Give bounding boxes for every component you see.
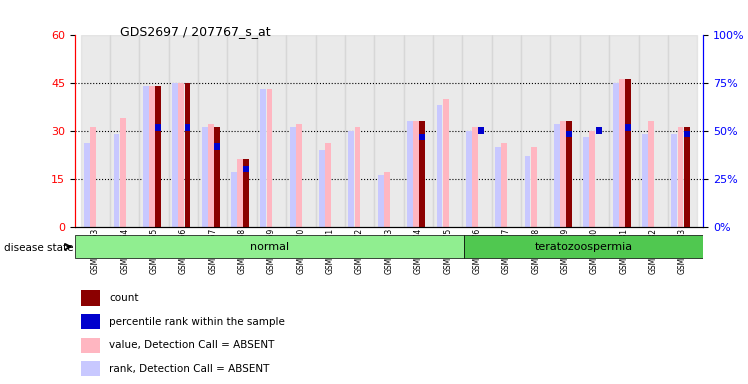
Bar [81,314,100,329]
Bar [345,35,374,227]
Bar [149,86,155,227]
Bar [472,127,478,227]
Bar [185,83,191,227]
Bar [110,35,139,227]
Bar [296,124,301,227]
Bar [384,172,390,227]
Bar [554,124,560,227]
Bar [684,127,690,227]
Bar [420,121,426,227]
Bar [560,121,566,227]
Bar [139,35,169,227]
Bar [81,290,100,306]
Bar [437,105,442,227]
Bar [325,143,331,227]
Bar [625,79,631,227]
Bar [566,131,572,137]
Bar [668,35,697,227]
Bar [243,159,249,227]
Bar [91,127,96,227]
Bar [316,35,345,227]
Bar [156,124,161,131]
Bar [319,150,325,227]
Bar [462,35,491,227]
Bar [81,361,100,376]
Bar [214,143,220,150]
Bar [672,134,677,227]
Bar [231,172,237,227]
Bar [172,83,178,227]
Bar [551,35,580,227]
Bar [81,338,100,353]
Bar [208,124,214,227]
Bar [491,35,521,227]
Bar [443,99,449,227]
FancyBboxPatch shape [75,235,464,258]
Text: teratozoospermia: teratozoospermia [534,242,633,252]
Bar [595,127,601,134]
Bar [81,35,110,227]
Bar [583,137,589,227]
Bar [243,166,249,172]
Bar [521,35,551,227]
Bar [237,159,243,227]
Bar [619,79,625,227]
Bar [642,134,648,227]
Bar [286,35,316,227]
Bar [214,127,220,227]
Bar [478,127,484,134]
Bar [257,35,286,227]
Bar [524,156,530,227]
Bar [589,131,595,227]
FancyBboxPatch shape [464,235,703,258]
Bar [156,86,161,227]
Bar [260,89,266,227]
Bar [639,35,668,227]
Bar [684,131,690,137]
Bar [185,124,191,131]
Bar [85,143,90,227]
Bar [202,127,207,227]
Bar [404,35,433,227]
Bar [179,83,184,227]
Text: disease state: disease state [4,243,73,253]
Text: value, Detection Call = ABSENT: value, Detection Call = ABSENT [109,340,275,350]
Bar [678,127,684,227]
Bar [613,83,619,227]
Text: count: count [109,293,139,303]
Bar [531,147,536,227]
Bar [227,35,257,227]
Bar [289,127,295,227]
Bar [501,143,507,227]
Bar [143,86,149,227]
Text: normal: normal [250,242,289,252]
Bar [420,134,426,140]
Bar [414,121,419,227]
Bar [266,89,272,227]
Text: GDS2697 / 207767_s_at: GDS2697 / 207767_s_at [120,25,270,38]
Bar [433,35,462,227]
Bar [378,175,384,227]
Text: percentile rank within the sample: percentile rank within the sample [109,317,285,327]
Bar [407,121,413,227]
Bar [374,35,404,227]
Bar [649,121,654,227]
Bar [114,134,120,227]
Bar [580,35,609,227]
Bar [495,147,501,227]
Text: rank, Detection Call = ABSENT: rank, Detection Call = ABSENT [109,364,270,374]
Bar [625,124,631,131]
Bar [566,121,572,227]
Bar [609,35,639,227]
Bar [355,127,361,227]
Bar [466,131,472,227]
Bar [198,35,227,227]
Bar [120,118,126,227]
Bar [169,35,198,227]
Bar [349,131,355,227]
